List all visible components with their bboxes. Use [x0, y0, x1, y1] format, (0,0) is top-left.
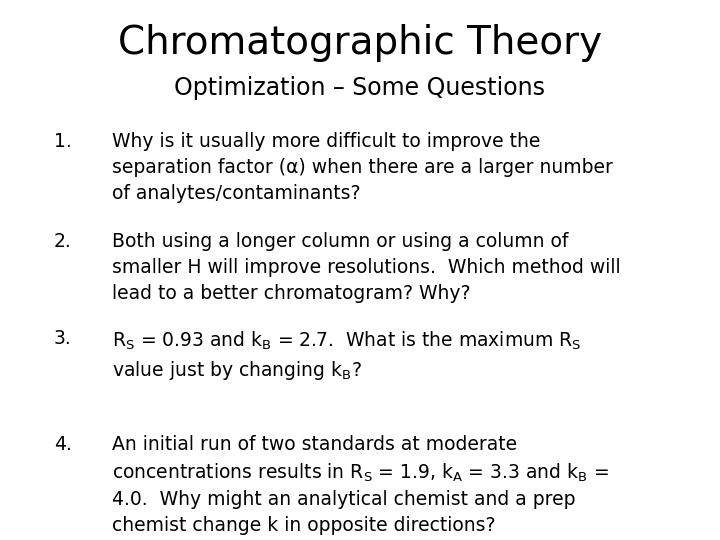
Text: 4.: 4.	[54, 435, 72, 454]
Text: 3.: 3.	[54, 329, 72, 348]
Text: Optimization – Some Questions: Optimization – Some Questions	[174, 76, 546, 99]
Text: 2.: 2.	[54, 232, 72, 251]
Text: Chromatographic Theory: Chromatographic Theory	[118, 24, 602, 62]
Text: 1.: 1.	[54, 132, 72, 151]
Text: R$_\mathregular{S}$ = 0.93 and k$_\mathregular{B}$ = 2.7.  What is the maximum R: R$_\mathregular{S}$ = 0.93 and k$_\mathr…	[112, 329, 581, 382]
Text: An initial run of two standards at moderate
concentrations results in R$_\mathre: An initial run of two standards at moder…	[112, 435, 608, 535]
Text: Both using a longer column or using a column of
smaller H will improve resolutio: Both using a longer column or using a co…	[112, 232, 620, 303]
Text: Why is it usually more difficult to improve the
separation factor (α) when there: Why is it usually more difficult to impr…	[112, 132, 613, 203]
